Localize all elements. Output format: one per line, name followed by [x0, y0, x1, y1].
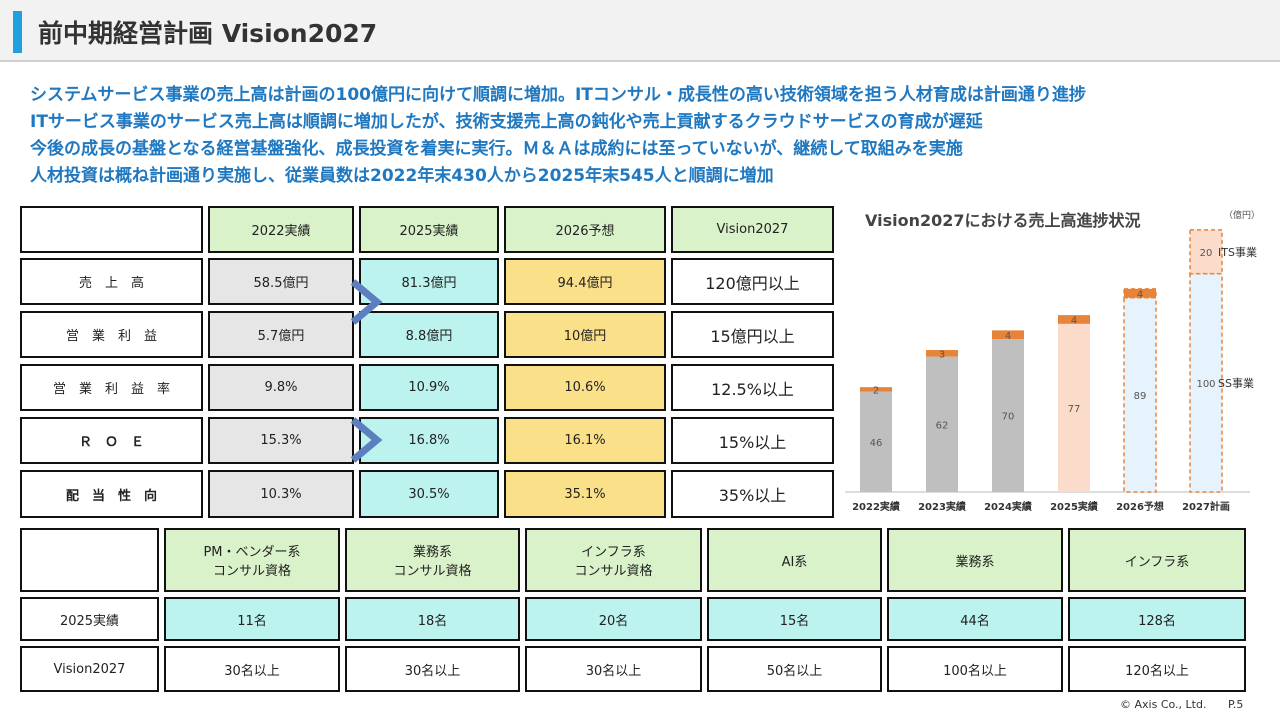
summary: システムサービス事業の売上高は計画の100億円に向けて順調に増加。ITコンサル・…: [30, 82, 1086, 190]
bar-segment: [1189, 229, 1223, 275]
table-cell: 30名以上: [345, 646, 520, 692]
table-cell: 15名: [707, 597, 882, 641]
row-label: 営 業 利 益 率: [20, 364, 203, 411]
data-label: 46: [870, 438, 883, 449]
row-label: 売 上 高: [20, 258, 203, 305]
x-tick-label: 2023実績: [918, 500, 966, 513]
summary-line: 今後の成長の基盤となる経営基盤強化、成長投資を着実に実行。Ｍ＆Ａは成約には至って…: [30, 139, 963, 159]
data-label: 3: [939, 349, 945, 360]
arrow-icon: [350, 279, 383, 325]
column-header: 2022実績: [208, 206, 354, 253]
table-cell: 58.5億円: [208, 258, 354, 305]
table-cell: 12.5%以上: [671, 364, 834, 411]
column-header: PM・ベンダー系 コンサル資格: [164, 528, 340, 592]
data-label: 2: [873, 385, 879, 396]
column-header: Vision2027: [671, 206, 834, 253]
row-label: Vision2027: [20, 646, 159, 692]
column-header: インフラ系 コンサル資格: [525, 528, 702, 592]
row-label: Ｒ Ｏ Ｅ: [20, 417, 203, 464]
row-label: 2025実績: [20, 597, 159, 641]
table-cell: 100名以上: [887, 646, 1063, 692]
bar-segment: [926, 350, 958, 357]
legend-label: SS事業: [1218, 377, 1254, 390]
bar-segment: [992, 330, 1024, 340]
title: 前中期経営計画 Vision2027: [38, 19, 378, 48]
summary-line: ITサービス事業のサービス売上高は順調に増加したが、技術支援売上高の鈍化や売上貢…: [30, 112, 983, 132]
x-tick-label: 2027計画: [1182, 500, 1230, 513]
data-label: 89: [1134, 391, 1147, 402]
copyright: © Axis Co., Ltd.: [1120, 698, 1207, 711]
table-cell: 10.6%: [504, 364, 666, 411]
summary-line: システムサービス事業の売上高は計画の100億円に向けて順調に増加。ITコンサル・…: [30, 85, 1086, 105]
table-cell: 10億円: [504, 311, 666, 358]
table-cell: 20名: [525, 597, 702, 641]
table-cell: 35%以上: [671, 470, 834, 518]
data-label: 62: [936, 420, 949, 431]
table-cell: 30名以上: [525, 646, 702, 692]
table-cell: 11名: [164, 597, 340, 641]
table-cell: 9.8%: [208, 364, 354, 411]
unit-label: （億円）: [1224, 209, 1260, 221]
column-header: 2025実績: [359, 206, 499, 253]
table-cell: 120億円以上: [671, 258, 834, 305]
header-cell: [20, 206, 203, 253]
bar-segment: [860, 391, 892, 492]
data-label: 4: [1005, 331, 1011, 342]
page-number: P.5: [1228, 698, 1244, 711]
data-label: 4: [1137, 289, 1143, 300]
bar-segment: [860, 387, 892, 392]
table-cell: 8.8億円: [359, 311, 499, 358]
column-header: AI系: [707, 528, 882, 592]
row-label: 配 当 性 向: [20, 470, 203, 518]
header-cell: [20, 528, 159, 592]
row-label: 営 業 利 益: [20, 311, 203, 358]
summary-line: 人材投資は概ね計画通り実施し、従業員数は2022年末430人から2025年末54…: [30, 166, 774, 186]
table-cell: 15億円以上: [671, 311, 834, 358]
table-cell: 94.4億円: [504, 258, 666, 305]
table-cell: 44名: [887, 597, 1063, 641]
table-cell: 16.8%: [359, 417, 499, 464]
bar-segment: [926, 356, 958, 492]
column-header: 業務系: [887, 528, 1063, 592]
table-cell: 15.3%: [208, 417, 354, 464]
data-label: 70: [1002, 412, 1015, 423]
x-tick-label: 2026予想: [1116, 500, 1164, 513]
bar-segment: [1058, 315, 1090, 324]
arrows: [350, 279, 383, 463]
x-tick-label: 2025実績: [1050, 500, 1098, 513]
bar-segment: [1123, 288, 1157, 299]
title-accent: [13, 11, 22, 53]
chart-title: Vision2027における売上高進捗状況: [865, 211, 1141, 230]
table-cell: 30.5%: [359, 470, 499, 518]
table-cell: 16.1%: [504, 417, 666, 464]
table-cell: 30名以上: [164, 646, 340, 692]
table-cell: 10.3%: [208, 470, 354, 518]
chart: Vision2027における売上高進捗状況 （億円） 2022実績4622023…: [845, 209, 1260, 513]
table-cell: 15%以上: [671, 417, 834, 464]
bar-segment: [992, 339, 1024, 492]
data-label: 77: [1068, 404, 1081, 415]
table-cell: 35.1%: [504, 470, 666, 518]
column-header: 2026予想: [504, 206, 666, 253]
x-tick-label: 2022実績: [852, 500, 900, 513]
bar-segment: [1058, 323, 1090, 492]
data-label: 100: [1196, 379, 1215, 390]
table-cell: 128名: [1068, 597, 1246, 641]
table-cell: 18名: [345, 597, 520, 641]
data-label: 4: [1071, 315, 1077, 326]
column-header: インフラ系: [1068, 528, 1246, 592]
bar-segment: [1123, 296, 1157, 493]
table-cell: 10.9%: [359, 364, 499, 411]
legend-label: ITS事業: [1218, 246, 1257, 259]
table-cell: 5.7億円: [208, 311, 354, 358]
title-bar: [0, 0, 1280, 62]
table-cell: 81.3億円: [359, 258, 499, 305]
column-header: 業務系 コンサル資格: [345, 528, 520, 592]
arrow-icon: [350, 417, 383, 463]
table-cell: 120名以上: [1068, 646, 1246, 692]
x-tick-label: 2024実績: [984, 500, 1032, 513]
data-label: 20: [1200, 248, 1213, 259]
table-cell: 50名以上: [707, 646, 882, 692]
